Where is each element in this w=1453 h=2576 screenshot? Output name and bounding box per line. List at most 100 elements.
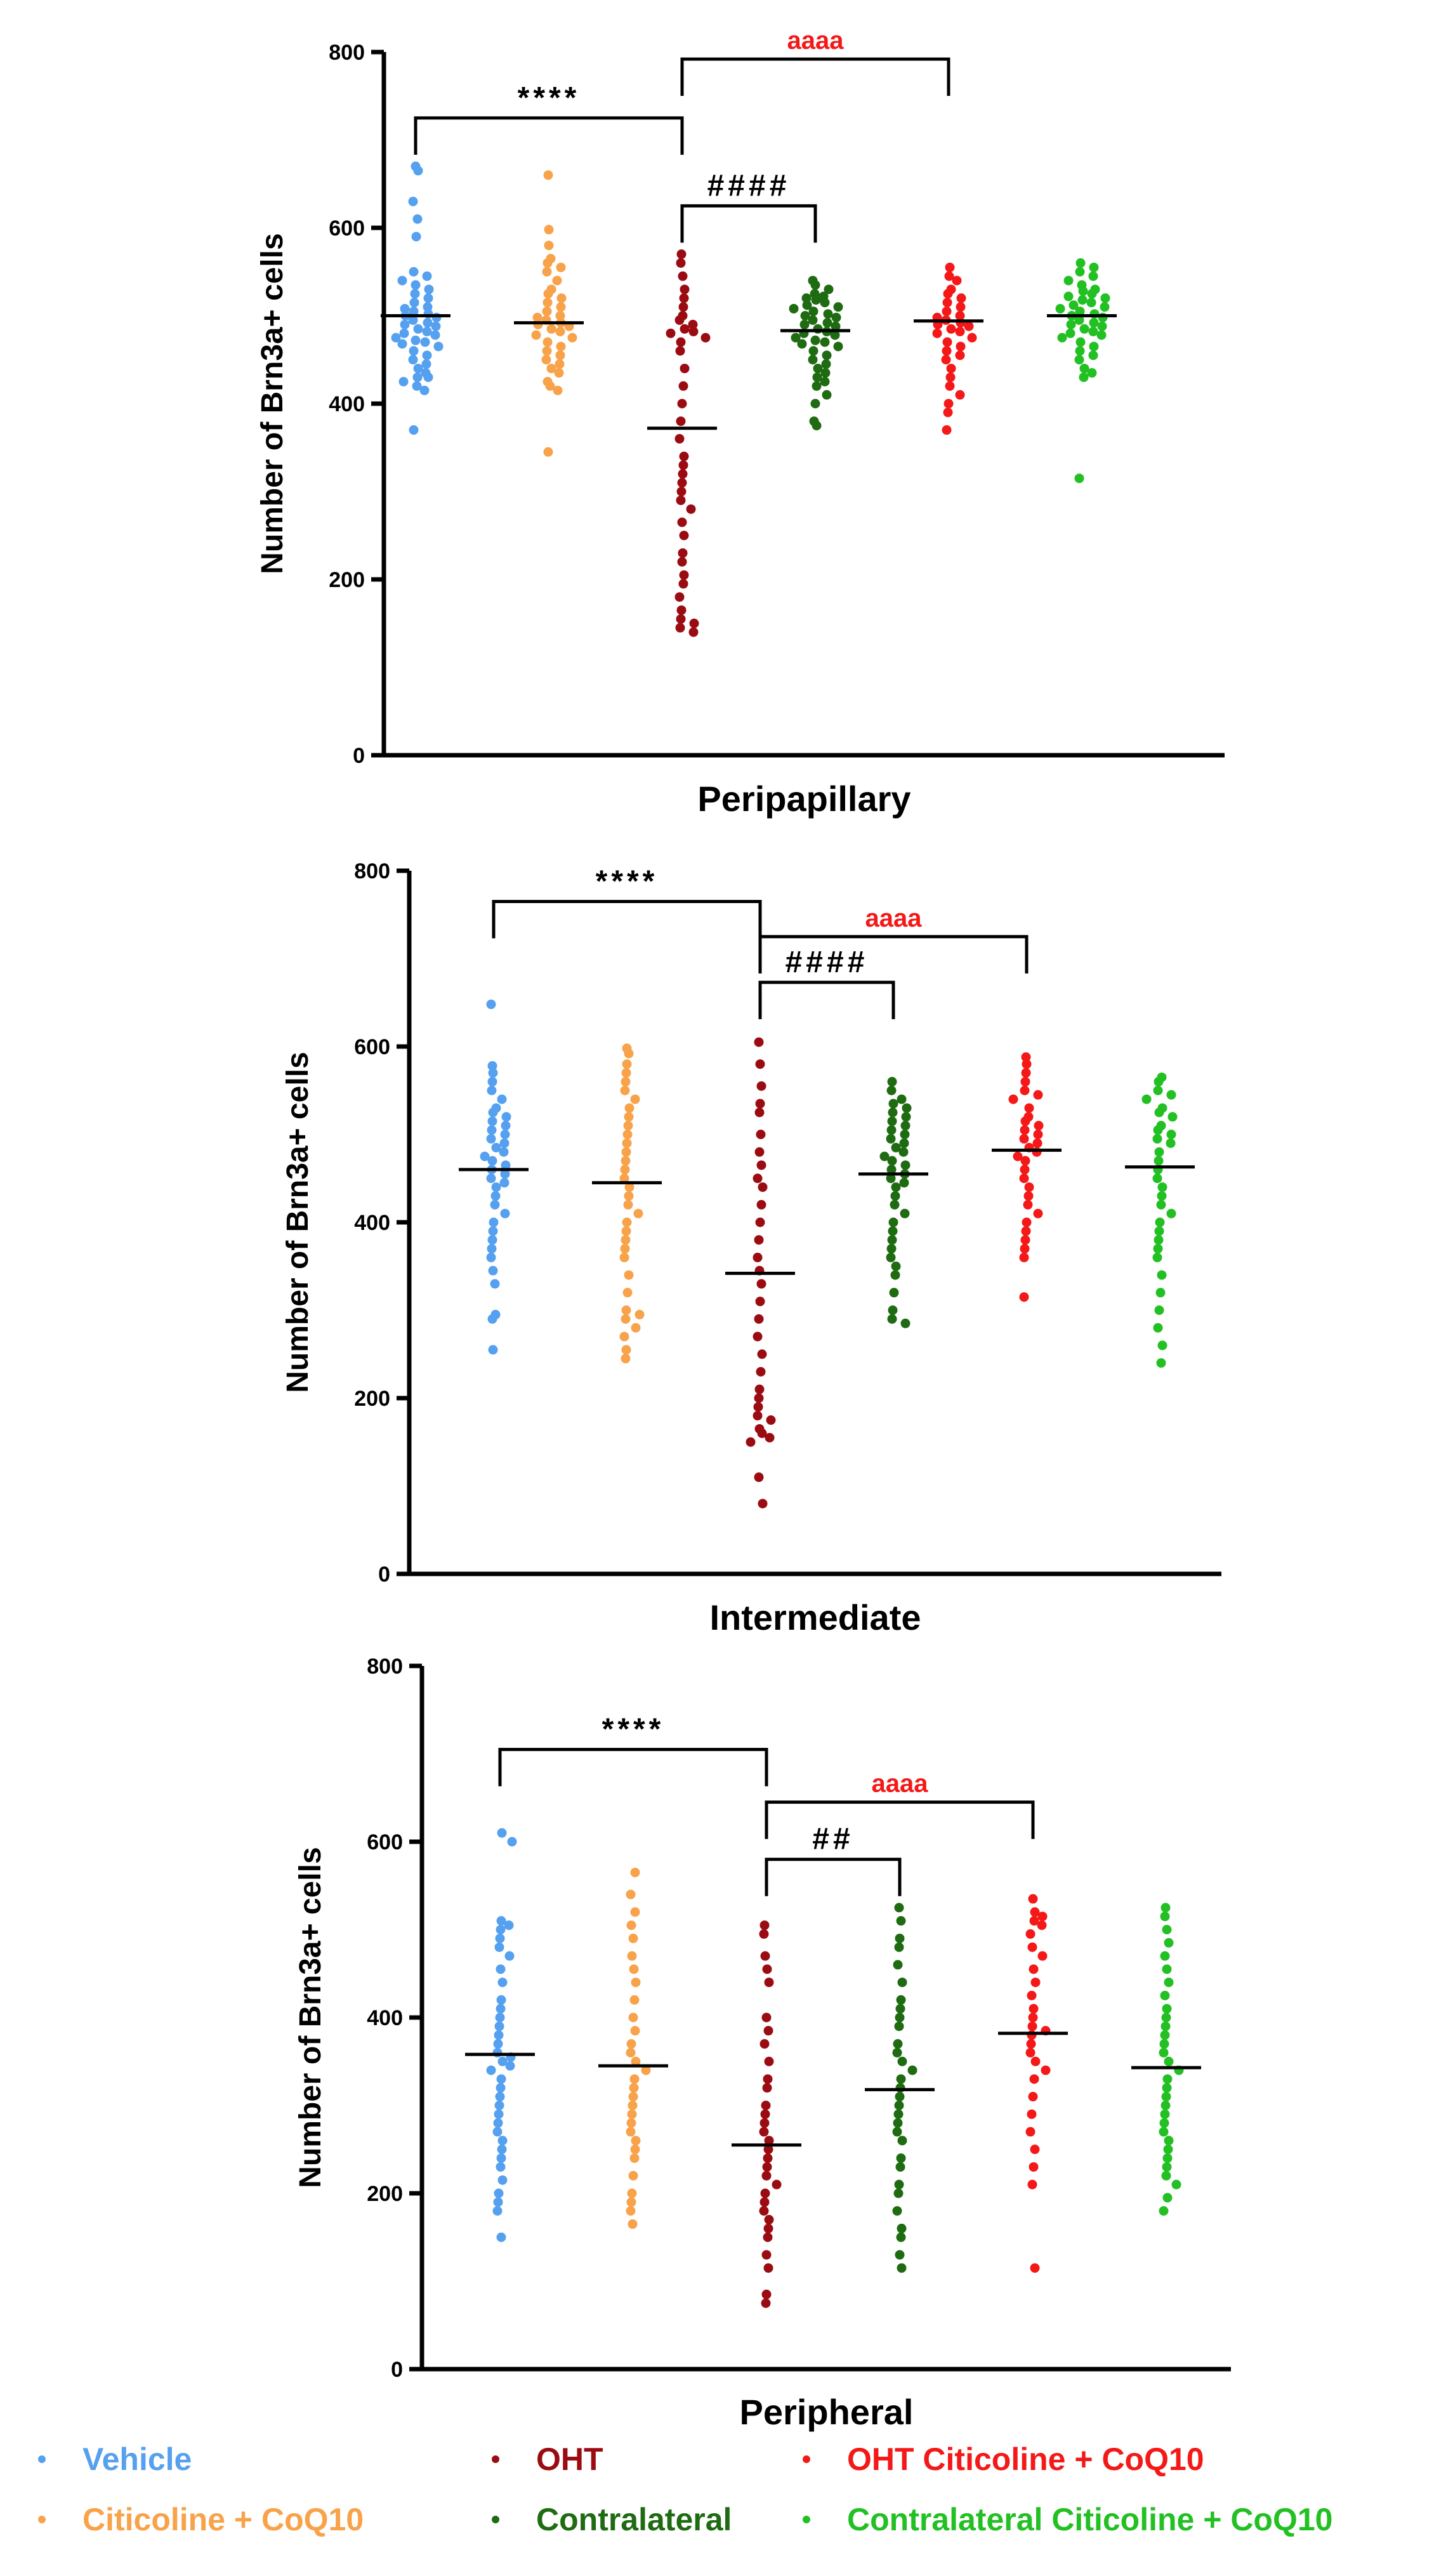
data-point — [943, 289, 953, 299]
data-point — [894, 1903, 904, 1913]
data-point — [622, 1059, 632, 1069]
data-point — [424, 284, 434, 294]
data-point — [678, 469, 688, 479]
data-point — [623, 1199, 633, 1210]
data-point — [678, 381, 688, 391]
data-point — [422, 326, 432, 336]
data-point — [1154, 1076, 1164, 1087]
legend-item: OHT — [492, 2440, 603, 2478]
data-point — [495, 2012, 505, 2023]
data-point — [553, 385, 563, 395]
y-tick-label: 600 — [329, 216, 365, 241]
data-point — [620, 1165, 630, 1175]
data-point — [756, 1081, 766, 1091]
data-point — [764, 2136, 774, 2146]
data-point — [486, 1133, 496, 1144]
data-point — [622, 1288, 633, 1298]
data-point — [755, 1297, 765, 1307]
legend-item: Vehicle — [38, 2440, 192, 2478]
data-point — [487, 1085, 497, 1095]
data-point — [622, 1138, 632, 1148]
data-point — [964, 321, 974, 331]
panel-peripapillary: 0 200 400 600 800 Number of Brn3a+ cells Perip… — [256, 27, 1225, 819]
legend-marker-icon — [38, 2516, 46, 2523]
data-point — [900, 1160, 911, 1170]
data-point — [411, 280, 421, 290]
data-point — [490, 1191, 501, 1201]
data-point — [1159, 2127, 1169, 2137]
data-point — [1019, 1133, 1029, 1144]
data-point — [1161, 2092, 1171, 2102]
data-point — [494, 2109, 504, 2119]
data-point — [1089, 262, 1099, 272]
data-point — [888, 1099, 898, 1109]
data-point — [1023, 1191, 1034, 1201]
data-point — [679, 531, 689, 541]
data-point — [1077, 295, 1088, 305]
data-point — [1029, 1916, 1039, 1926]
data-point — [623, 1121, 633, 1131]
data-point — [955, 311, 965, 320]
legend-label: Contralateral Citicoline + CoQ10 — [847, 2502, 1333, 2537]
data-point — [400, 319, 410, 329]
data-point — [487, 1116, 497, 1126]
data-point — [812, 421, 822, 431]
data-point — [791, 333, 801, 343]
data-point — [943, 407, 953, 418]
data-point — [1164, 2056, 1174, 2066]
data-point — [800, 311, 810, 320]
data-point — [897, 1978, 907, 1988]
data-point — [678, 579, 688, 589]
data-point — [762, 2083, 772, 2093]
data-point — [621, 1156, 631, 1166]
data-point — [772, 2179, 782, 2190]
data-point — [899, 1138, 909, 1148]
y-tick-label: 800 — [354, 859, 390, 883]
data-point — [629, 2153, 640, 2163]
data-point — [626, 2039, 636, 2049]
data-point — [831, 312, 841, 322]
data-point — [1075, 307, 1085, 317]
data-point — [897, 2056, 907, 2066]
data-point — [499, 1147, 509, 1157]
data-point — [675, 623, 685, 633]
data-point — [542, 337, 553, 347]
data-point — [620, 1244, 630, 1254]
data-point — [1171, 2179, 1181, 2190]
data-point — [1068, 300, 1079, 310]
data-point — [833, 302, 843, 312]
data-point — [676, 416, 686, 426]
data-point — [762, 1964, 772, 1974]
data-point — [619, 1252, 629, 1262]
data-point — [892, 2127, 902, 2137]
data-point — [496, 1995, 506, 2005]
data-point — [942, 298, 952, 308]
data-point — [492, 2127, 503, 2137]
y-tick-label: 800 — [367, 1655, 403, 1679]
data-point — [901, 1112, 911, 1122]
data-point — [763, 2026, 773, 2036]
data-point — [634, 1309, 645, 1319]
data-point — [1075, 346, 1085, 356]
data-point — [760, 1951, 770, 1961]
data-point — [1163, 2144, 1173, 2155]
data-point — [495, 2092, 505, 2102]
data-point — [619, 1173, 629, 1184]
significance-label: **** — [518, 81, 581, 115]
y-tick-label: 0 — [391, 2358, 403, 2382]
data-point — [763, 2263, 773, 2273]
data-point — [494, 2101, 504, 2110]
data-point — [555, 311, 565, 320]
data-point — [488, 1265, 498, 1276]
data-point — [1024, 1103, 1034, 1113]
data-point — [759, 2197, 770, 2207]
data-point — [543, 170, 553, 180]
data-point — [887, 1116, 897, 1126]
legend-marker-icon — [803, 2516, 810, 2523]
data-point — [891, 1182, 901, 1192]
data-point — [1159, 2206, 1169, 2216]
data-point — [761, 2101, 771, 2110]
data-point — [886, 1252, 896, 1262]
data-point — [398, 376, 409, 386]
data-point — [497, 1978, 508, 1988]
